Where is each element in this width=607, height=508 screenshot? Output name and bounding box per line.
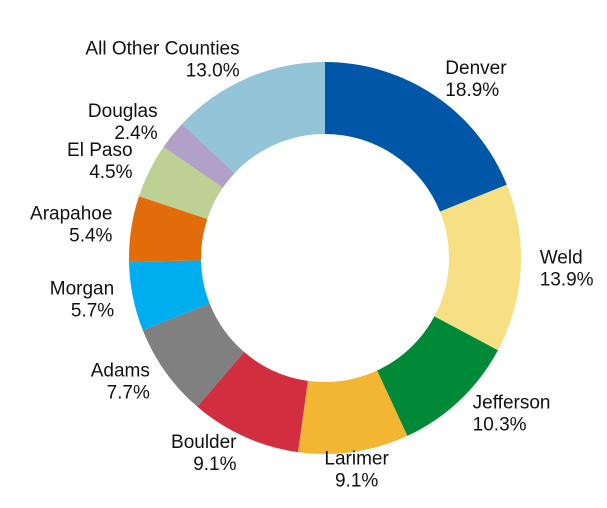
slice-name: Boulder [171,432,237,453]
slice [142,303,245,407]
slice [163,123,235,188]
slice [138,146,223,219]
slice-name: Arapahoe [30,204,112,225]
slice-name: Jefferson [473,392,551,413]
slice-value: 10.3% [473,414,527,435]
slice [377,316,498,436]
slice [129,196,208,262]
slice [197,352,308,453]
slice-value: 7.7% [107,383,150,404]
slice [325,62,507,212]
slice-value: 9.1% [193,454,236,475]
slice-value: 5.4% [69,226,112,247]
slice-name: All Other Counties [85,39,239,60]
slice-name: El Paso [67,140,132,161]
slice-value: 4.5% [89,162,132,183]
slice-value: 9.1% [335,471,378,492]
slice-name: Morgan [50,278,114,299]
slice-name: Adams [91,361,150,382]
slice-value: 5.7% [71,300,114,321]
slice [182,62,325,174]
slice-value: 2.4% [114,123,157,144]
slice-name: Denver [445,58,507,79]
slice [129,260,210,331]
slice [297,370,408,454]
slice-value: 13.0% [186,61,240,82]
slice-name: Douglas [88,101,158,122]
slice-value: 18.9% [445,80,499,101]
slice [434,184,521,351]
slice-value: 13.9% [540,269,594,290]
slice-name: Larimer [324,449,389,470]
slice-name: Weld [540,247,583,268]
